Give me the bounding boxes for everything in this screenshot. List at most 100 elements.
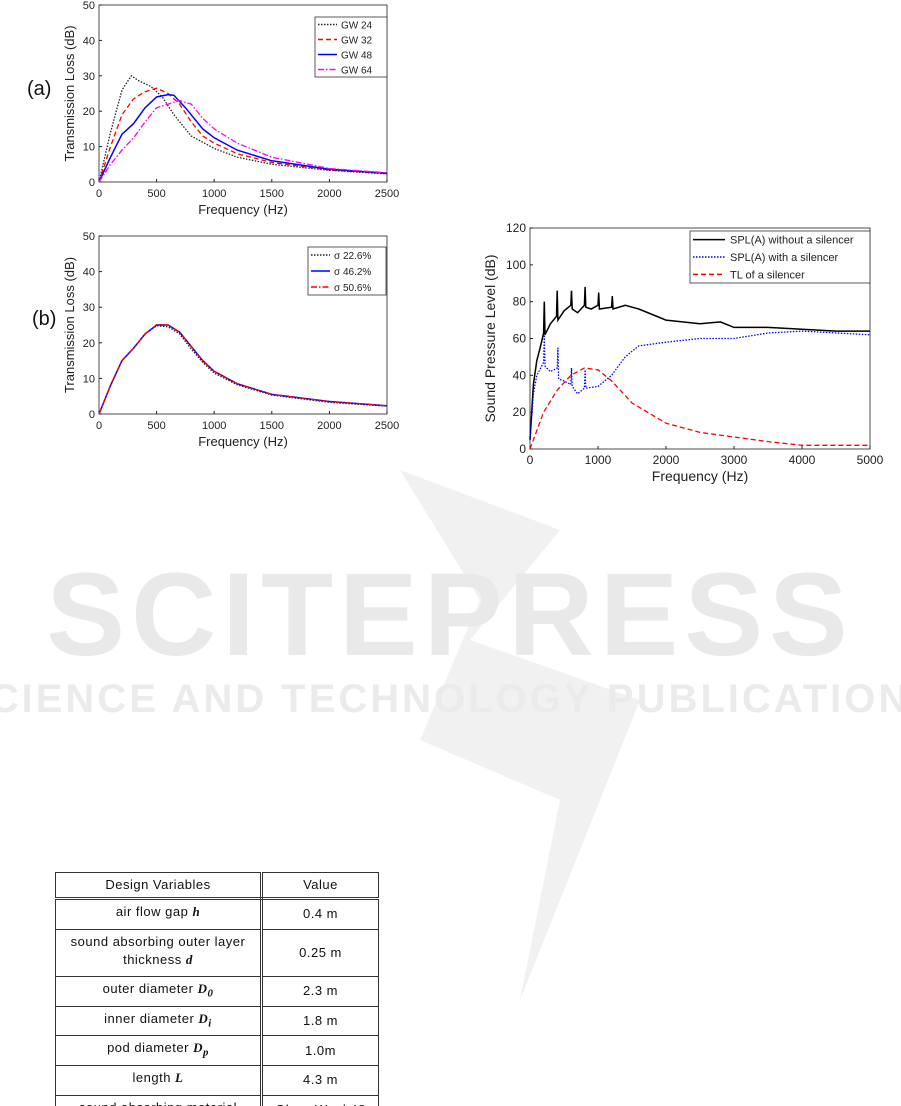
variable-symbol: d [185, 951, 193, 967]
design-variables-table: Design Variables Value air flow gap h 0.4… [55, 872, 379, 1106]
watermark-subtitle: SCIENCE AND TECHNOLOGY PUBLICATIONS [0, 677, 901, 721]
variable-symbol: D [197, 981, 208, 997]
legend-label: TL of a silencer [730, 269, 805, 281]
series-line-1 [98, 324, 388, 415]
y-tick-label: 20 [83, 338, 95, 350]
variable-cell: sound absorbing outer layer thickness d [55, 928, 263, 978]
legend-label: GW 24 [341, 21, 373, 32]
legend-label: σ 46.2% [334, 267, 371, 278]
table-row: pod diameter Dp 1.0m [55, 1035, 379, 1066]
y-tick-label: 10 [83, 373, 95, 385]
x-axis-label: Frequency (Hz) [198, 202, 288, 217]
variable-label: inner diameter [104, 1010, 195, 1026]
legend-label: GW 48 [341, 51, 373, 62]
watermark-title: SCITEPRESS [46, 549, 854, 681]
x-tick-label: 2500 [375, 420, 399, 432]
table-row: length L 4.3 m [55, 1064, 379, 1096]
y-tick-label: 20 [83, 106, 95, 118]
x-tick-label: 0 [527, 453, 534, 467]
x-tick-label: 0 [96, 420, 102, 432]
y-tick-label: 40 [513, 368, 527, 382]
variable-subscript: p [202, 1046, 209, 1059]
x-tick-label: 1000 [202, 188, 226, 200]
x-tick-label: 5000 [857, 453, 884, 467]
x-tick-label: 2000 [317, 420, 341, 432]
variable-label: length [132, 1069, 171, 1085]
x-tick-label: 4000 [789, 453, 816, 467]
series-line-3 [98, 99, 388, 183]
x-tick-label: 2000 [317, 188, 341, 200]
header-value: Value [261, 872, 379, 900]
x-tick-label: 0 [96, 188, 102, 200]
y-tick-label: 40 [83, 267, 95, 279]
x-tick-label: 1500 [260, 188, 284, 200]
x-axis-label: Frequency (Hz) [198, 434, 288, 449]
panel-label-b: (b) [32, 308, 57, 330]
value-cell: 4.3 m [261, 1064, 379, 1096]
variable-label: outer diameter [102, 981, 194, 997]
x-tick-label: 500 [147, 188, 165, 200]
x-tick-label: 1000 [202, 420, 226, 432]
x-tick-label: 1500 [260, 420, 284, 432]
y-tick-label: 10 [83, 142, 95, 154]
variable-label: pod diameter [107, 1040, 189, 1056]
legend-box [314, 16, 388, 78]
value-cell: 1.0m [261, 1035, 379, 1066]
legend-label: SPL(A) with a silencer [730, 252, 839, 264]
x-axis-label: Frequency (Hz) [652, 468, 748, 484]
series-line-2 [98, 93, 388, 183]
y-tick-label: 30 [83, 302, 95, 314]
value-cell: 0.25 m [261, 928, 379, 978]
y-tick-label: 50 [83, 231, 95, 243]
y-tick-label: 0 [89, 409, 95, 421]
variable-cell: sound absorbing material [55, 1094, 263, 1106]
y-axis-label: Transmission Loss (dB) [62, 25, 77, 161]
series-line-1 [98, 87, 388, 183]
variable-cell: outer diameter D0 [55, 976, 263, 1007]
table-header-row: Design Variables Value [55, 872, 379, 900]
value-cell: 2.3 m [261, 976, 379, 1007]
variable-cell: length L [55, 1064, 263, 1096]
chart-spl: 0 1000 2000 3000 4000 5000 0 20 40 60 80 100 120 Freq… [482, 221, 884, 484]
series-line-0 [529, 286, 870, 440]
chart-b: 0 500 1000 1500 2000 2500 0 10 20 30 40 50 Frequency… [62, 231, 399, 449]
header-design-variables: Design Variables [55, 872, 263, 900]
variable-symbol: h [192, 904, 201, 919]
legend-label: σ 22.6% [334, 251, 371, 262]
y-axis-label: Sound Pressure Level (dB) [482, 254, 498, 422]
chart-a: 0 500 1000 1500 2000 2500 0 10 20 30 40 50 Frequency… [62, 0, 399, 217]
legend-label: GW 64 [341, 66, 373, 77]
variable-symbol: D [193, 1040, 203, 1056]
variable-label: sound absorbing material [79, 1100, 237, 1106]
variable-label: sound absorbing outer layer thickness [70, 933, 246, 967]
y-tick-label: 100 [506, 258, 526, 272]
variable-label: air flow gap [115, 904, 189, 919]
y-tick-label: 30 [83, 71, 95, 83]
value-cell: 0.4 m [261, 898, 379, 930]
x-tick-label: 1000 [585, 453, 612, 467]
plot-frame [98, 235, 388, 415]
variable-subscript: i [208, 1017, 212, 1030]
table-row: air flow gap h 0.4 m [55, 898, 379, 930]
y-tick-label: 40 [83, 35, 95, 47]
x-tick-label: 3000 [721, 453, 748, 467]
value-cell: Glass Wool 48 [261, 1094, 379, 1106]
panel-label-a: (a) [27, 78, 52, 100]
value-cell: 1.8 m [261, 1005, 379, 1037]
y-tick-label: 0 [519, 442, 526, 456]
series-line-0 [98, 74, 388, 183]
variable-subscript: 0 [207, 987, 214, 1000]
variable-symbol: L [175, 1069, 184, 1085]
legend-label: σ 50.6% [334, 283, 371, 294]
x-tick-label: 2500 [375, 188, 399, 200]
y-tick-label: 20 [513, 405, 527, 419]
series-line-2 [529, 367, 870, 450]
table-row: outer diameter D0 2.3 m [55, 976, 379, 1007]
y-tick-label: 0 [89, 177, 95, 189]
variable-cell: inner diameter Di [55, 1005, 263, 1037]
legend-label: GW 32 [341, 36, 373, 47]
y-tick-label: 60 [513, 332, 527, 346]
